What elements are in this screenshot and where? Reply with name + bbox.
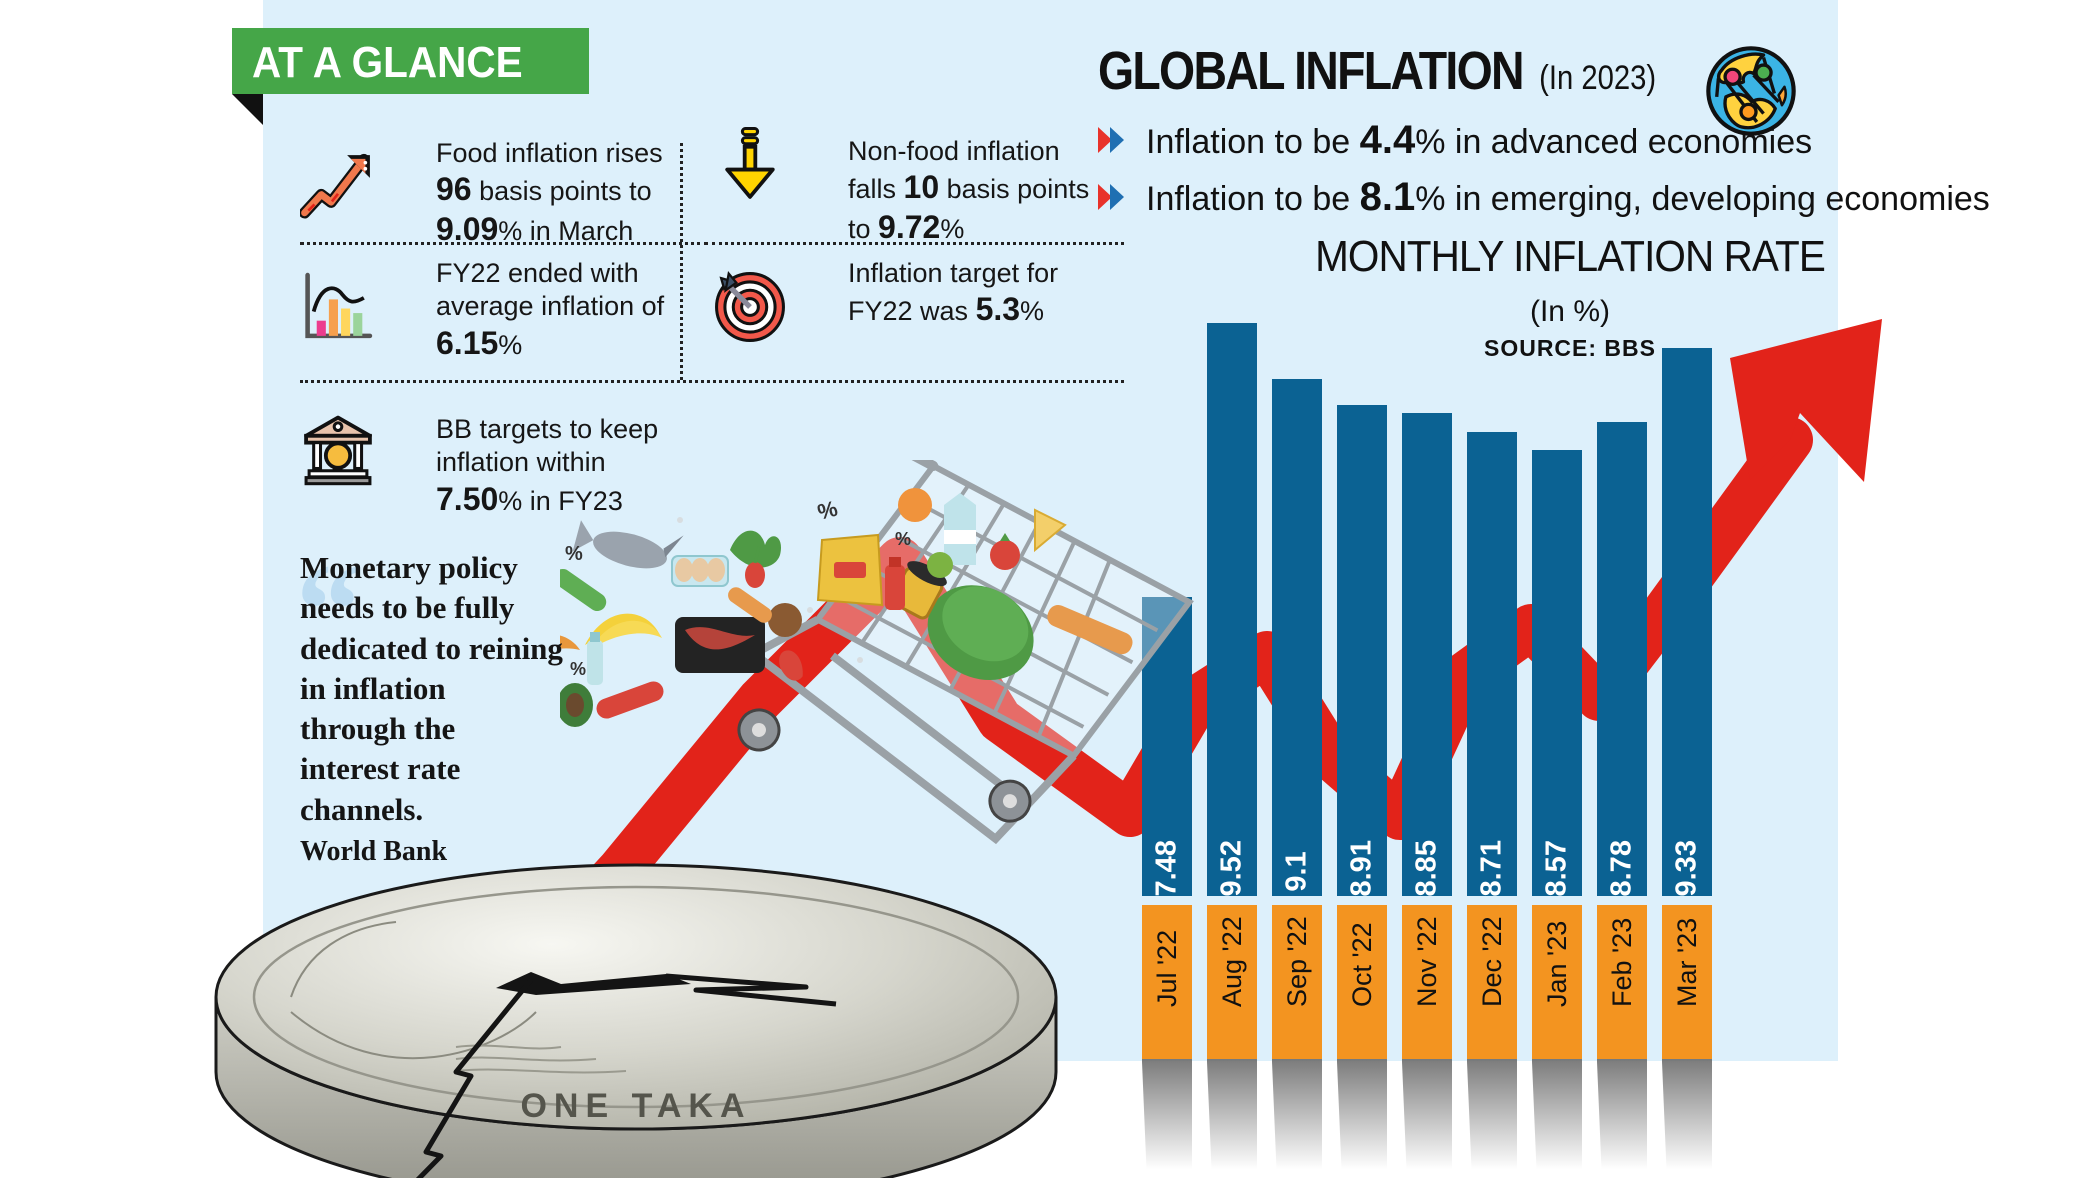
svg-text:%: % bbox=[895, 529, 911, 549]
svg-text:ONE TAKA: ONE TAKA bbox=[520, 1087, 751, 1125]
svg-text:%: % bbox=[815, 496, 840, 525]
